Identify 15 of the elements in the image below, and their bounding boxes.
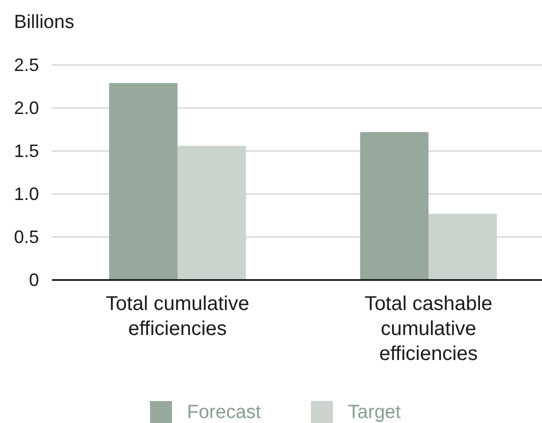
y-tick-label: 0 <box>28 270 39 290</box>
y-tick-label: 1.5 <box>14 140 39 161</box>
legend-label: Target <box>348 402 402 423</box>
bar <box>360 132 428 280</box>
y-axis-title: Billions <box>14 12 74 33</box>
bar <box>428 214 497 280</box>
y-tick-label: 1.0 <box>14 184 39 204</box>
y-tick-label: 2.0 <box>14 98 39 118</box>
y-tick-label: 2.5 <box>14 54 39 75</box>
y-tick-label: 0.5 <box>14 226 39 247</box>
x-tick-label: Total cashable cumulative efficiencies <box>364 293 492 365</box>
bar <box>178 146 246 280</box>
bar <box>109 83 178 280</box>
legend-label: Forecast <box>187 402 262 423</box>
x-tick-label: Total cumulative efficiencies <box>106 293 250 340</box>
